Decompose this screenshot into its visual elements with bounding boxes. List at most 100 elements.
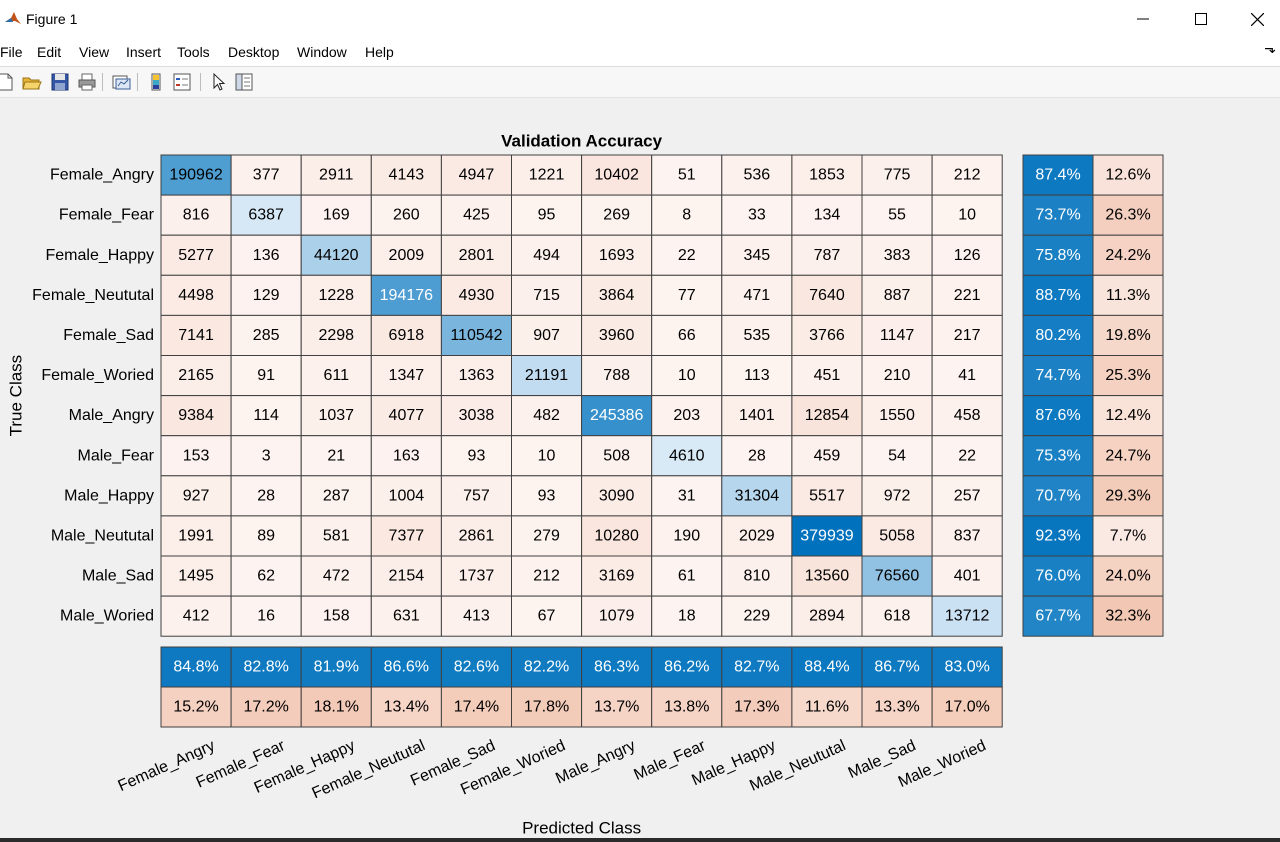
matrix-cell (931, 595, 1003, 637)
row-label: Female_Angry (50, 167, 154, 184)
matrix-cell-value: 158 (323, 608, 350, 625)
matrix-cell (651, 595, 723, 637)
save-icon[interactable] (49, 71, 71, 93)
row-summary-correct-value: 73.7% (1035, 207, 1080, 224)
insert-legend-icon[interactable] (171, 71, 193, 93)
matrix-cell (581, 194, 653, 236)
minimize-button[interactable] (1120, 4, 1166, 34)
property-inspector-icon[interactable] (233, 71, 255, 93)
matrix-cell-value: 1363 (459, 367, 495, 384)
matrix-cell-value: 7640 (809, 287, 845, 304)
matrix-cell (721, 435, 793, 477)
col-summary-correct-cell (230, 646, 302, 688)
matrix-cell (721, 475, 793, 517)
menu-insert[interactable]: Insert (126, 44, 162, 60)
matrix-cell-value: 412 (183, 608, 210, 625)
matrix-cell (651, 395, 723, 437)
matrix-cell-value: 2911 (319, 167, 354, 184)
print-icon[interactable] (76, 71, 98, 93)
matrix-cell-value: 581 (323, 527, 350, 544)
matrix-cell-value: 459 (814, 447, 841, 464)
row-summary-incorrect-cell (1092, 234, 1164, 276)
menu-edit[interactable]: Edit (37, 44, 62, 60)
open-file-icon[interactable] (21, 71, 43, 93)
row-label: Male_Woried (60, 608, 154, 625)
row-summary-incorrect-value: 12.6% (1105, 167, 1150, 184)
row-label: Male_Fear (78, 447, 155, 464)
matrix-cell (721, 355, 793, 397)
matrix-cell-value: 4930 (459, 287, 495, 304)
matrix-cell (160, 595, 232, 637)
menu-help[interactable]: Help (365, 44, 394, 60)
matrix-cell-value: 22 (678, 247, 696, 264)
matrix-cell-value: 1347 (389, 367, 425, 384)
close-button[interactable] (1234, 4, 1280, 34)
matrix-cell-value: 4077 (389, 407, 425, 424)
edit-plot-icon[interactable] (208, 71, 230, 93)
matrix-cell-value: 110542 (450, 327, 502, 344)
matrix-cell-value: 44120 (314, 247, 359, 264)
menu-tools[interactable]: Tools (177, 44, 210, 60)
row-summary-incorrect-cell (1092, 595, 1164, 637)
matrix-cell (300, 435, 372, 477)
insert-colorbar-icon[interactable] (145, 71, 167, 93)
figure-toolbar (0, 67, 1280, 98)
matrix-cell-value: 114 (253, 407, 279, 424)
matrix-cell (651, 555, 723, 597)
menu-file[interactable]: File (0, 44, 23, 60)
matrix-cell (300, 475, 372, 517)
matrix-cell (511, 234, 583, 276)
col-summary-correct-cell (370, 646, 442, 688)
matrix-cell (861, 555, 933, 597)
matrix-cell (581, 435, 653, 477)
matrix-cell (440, 154, 512, 196)
maximize-icon (1195, 13, 1207, 25)
matrix-cell (721, 194, 793, 236)
matrix-cell (230, 194, 302, 236)
link-plot-icon[interactable] (110, 71, 132, 93)
matrix-cell-value: 3038 (459, 407, 495, 424)
matrix-cell (230, 595, 302, 637)
matrix-cell (581, 274, 653, 316)
row-label: Male_Happy (64, 487, 154, 504)
matrix-cell (300, 595, 372, 637)
matrix-cell (861, 355, 933, 397)
y-axis-label: True Class (7, 355, 26, 437)
matrix-cell (300, 194, 372, 236)
matrix-cell (511, 435, 583, 477)
col-summary-incorrect-value: 17.8% (524, 699, 569, 716)
matrix-cell-value: 451 (814, 367, 841, 384)
menu-window[interactable]: Window (297, 44, 347, 60)
dock-arrow-icon[interactable]: ⬎ (1264, 40, 1276, 56)
matrix-cell (861, 515, 933, 557)
row-summary-incorrect-value: 11.3% (1106, 287, 1150, 304)
maximize-button[interactable] (1178, 4, 1224, 34)
matrix-cell-value: 190 (673, 527, 700, 544)
matrix-cell-value: 190962 (169, 167, 222, 184)
col-summary-incorrect-cell (440, 686, 512, 728)
matrix-cell-value: 775 (884, 167, 911, 184)
matrix-cell (651, 435, 723, 477)
matrix-cell-value: 10 (538, 447, 556, 464)
row-summary-incorrect-cell (1092, 435, 1164, 477)
matrix-cell-value: 129 (253, 287, 280, 304)
matrix-cell-value: 62 (257, 568, 275, 585)
matrix-cell-value: 3 (262, 447, 271, 464)
col-summary-incorrect-value: 13.7% (594, 699, 639, 716)
row-summary-incorrect-cell (1092, 355, 1164, 397)
matrix-cell-value: 787 (814, 247, 841, 264)
matrix-cell (931, 515, 1003, 557)
menu-desktop[interactable]: Desktop (228, 44, 280, 60)
matrix-cell-value: 41 (958, 367, 976, 384)
row-summary-correct-value: 76.0% (1035, 568, 1080, 585)
col-summary-correct-value: 88.4% (804, 659, 849, 676)
matrix-cell-value: 126 (954, 247, 981, 264)
matrix-cell (300, 274, 372, 316)
matrix-cell-value: 972 (884, 487, 911, 504)
menu-view[interactable]: View (79, 44, 110, 60)
matrix-cell-value: 95 (538, 207, 556, 224)
new-figure-icon[interactable] (0, 71, 16, 93)
col-summary-incorrect-value: 17.3% (734, 699, 779, 716)
matrix-cell (861, 234, 933, 276)
matrix-cell-value: 12854 (805, 407, 850, 424)
